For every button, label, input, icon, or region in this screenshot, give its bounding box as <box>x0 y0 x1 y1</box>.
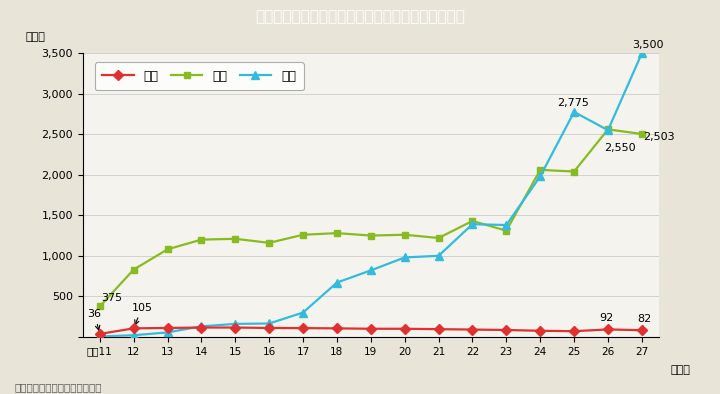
傷害 <box>502 229 510 233</box>
殺人 <box>468 327 477 332</box>
Text: 82: 82 <box>636 314 651 324</box>
傷害 <box>197 237 206 242</box>
Text: 3,500: 3,500 <box>631 40 663 50</box>
Text: 2,775: 2,775 <box>557 98 589 108</box>
傷害 <box>333 231 341 236</box>
傷害 <box>468 219 477 223</box>
傷害 <box>265 240 274 245</box>
暴行 <box>96 334 104 339</box>
暴行 <box>570 110 578 114</box>
殺人 <box>502 328 510 333</box>
Line: 傷害: 傷害 <box>96 126 645 310</box>
Text: 2,503: 2,503 <box>644 132 675 143</box>
殺人 <box>637 328 646 333</box>
暴行 <box>299 310 307 315</box>
殺人 <box>96 332 104 336</box>
殺人 <box>434 327 443 331</box>
暴行 <box>502 223 510 227</box>
殺人 <box>231 325 240 330</box>
Text: 36: 36 <box>88 309 102 330</box>
殺人 <box>400 326 409 331</box>
傷害 <box>637 132 646 136</box>
傷害 <box>231 236 240 241</box>
暴行 <box>637 51 646 56</box>
殺人 <box>265 325 274 330</box>
暴行 <box>468 222 477 227</box>
傷害 <box>366 233 375 238</box>
暴行 <box>400 255 409 260</box>
殺人 <box>163 325 172 330</box>
Line: 暴行: 暴行 <box>96 49 646 341</box>
傷害 <box>570 169 578 174</box>
暴行 <box>333 280 341 285</box>
殺人 <box>570 329 578 334</box>
暴行 <box>536 174 544 179</box>
Text: （備考）警察庁資料より作成。: （備考）警察庁資料より作成。 <box>14 382 102 392</box>
Line: 殺人: 殺人 <box>96 324 645 337</box>
殺人 <box>197 325 206 330</box>
殺人 <box>299 326 307 331</box>
暴行 <box>197 324 206 329</box>
暴行 <box>434 253 443 258</box>
暴行 <box>265 321 274 326</box>
傷害 <box>400 232 409 237</box>
Text: （年）: （年） <box>670 365 690 375</box>
暴行 <box>163 330 172 335</box>
暴行 <box>130 333 138 338</box>
傷害 <box>603 127 612 132</box>
傷害 <box>96 304 104 309</box>
傷害 <box>163 247 172 252</box>
殺人 <box>130 326 138 331</box>
傷害 <box>536 167 544 172</box>
暴行 <box>366 268 375 273</box>
傷害 <box>434 236 443 240</box>
傷害 <box>130 267 138 272</box>
Text: （件）: （件） <box>25 32 45 42</box>
Text: Ｉ－５－２図　夫から妻への犯罪の検挙件数の推移: Ｉ－５－２図 夫から妻への犯罪の検挙件数の推移 <box>255 9 465 24</box>
Text: 92: 92 <box>600 313 613 323</box>
傷害 <box>299 232 307 237</box>
Legend: 殺人, 傷害, 暴行: 殺人, 傷害, 暴行 <box>95 62 304 90</box>
殺人 <box>536 329 544 333</box>
暴行 <box>231 322 240 326</box>
Text: 105: 105 <box>132 303 153 325</box>
殺人 <box>366 326 375 331</box>
Text: 375: 375 <box>102 293 122 303</box>
Text: 2,550: 2,550 <box>605 143 636 153</box>
暴行 <box>603 128 612 132</box>
殺人 <box>603 327 612 332</box>
殺人 <box>333 326 341 331</box>
